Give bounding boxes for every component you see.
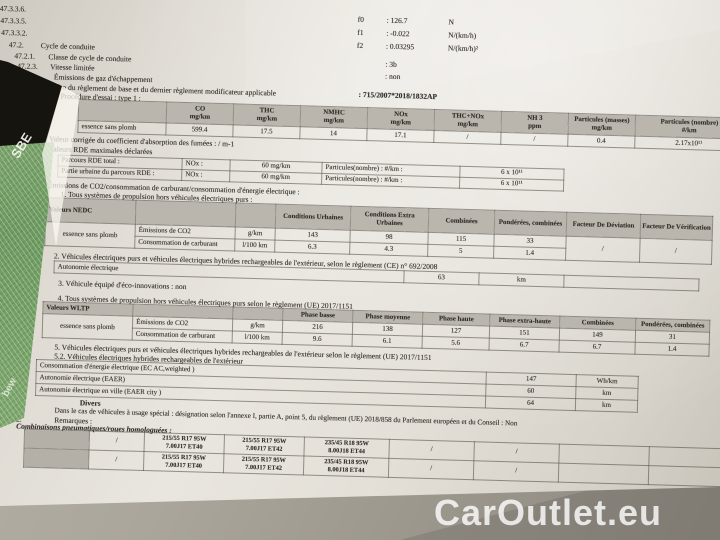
coeff-value: : -0.022 [386,28,410,39]
emissions-header: NH 3 ppm [501,111,569,135]
wltp-row-label: Consommation de carburant [132,328,233,343]
electric-consumption-table: Consommation d'énergie électrique (EC AC… [35,359,639,413]
rde-cell: 60 mg/km [229,170,322,185]
emissions-value: 599.4 [165,123,234,137]
tyre-cell: 215/55 R17 95W 7.00J17 ET42 [223,453,304,475]
ec-value: 64 [485,396,576,411]
tyre-cell: 215/55 R17 95W 7.00J17 ET40 [144,432,225,454]
autonomy-value: 63 [403,270,480,285]
tyre-cell [558,444,650,466]
tyres-table: / 215/55 R17 95W 7.00J17 ET40 215/55 R17 … [23,429,720,490]
tyre-cell: / [473,460,559,483]
emissions-header: NMHC mg/km [300,105,368,129]
wltp-value: 9.6 [282,332,353,347]
limited-speed-value: : non [384,71,401,82]
fuel-type-label: essence sans plomb [77,120,167,136]
item-number: 47.2. [8,40,24,50]
emissions-header-blank [78,99,167,124]
tyre-cell [558,463,649,485]
item-number: 47.3.3.6. [0,3,27,14]
fuel-type-label: essence sans plomb [42,313,133,341]
tyre-cell: / [88,449,145,471]
nedc-header-blank [135,200,236,227]
tyre-cell: / [89,431,145,452]
emissions-header: THC mg/km [233,103,301,127]
coeff-key: f1 [357,27,364,37]
item-label: Cycle de conduite [40,40,96,52]
emissions-value: 17.1 [366,128,435,143]
coeff-unit: N/(km/h)² [447,43,479,54]
wltp-value: 6.1 [352,334,423,349]
nedc-unit: l/100 km [234,238,275,253]
emissions-header: THC+NOx mg/km [434,109,502,133]
coeff-value: : 126.7 [386,15,408,26]
coeff-unit: N/(km/h) [448,30,477,41]
cycle-class-value: : 3b [385,59,398,69]
nedc-header: Facteur De Vérification [640,214,713,241]
emissions-header: CO mg/km [166,102,234,125]
item-number: 47.3.3.2. [1,27,28,38]
tyre-row-redacted-label [23,448,90,469]
nedc-unit: g/km [234,226,276,241]
emissions-value: 14 [299,126,368,141]
wltp-value: 5.6 [421,336,490,351]
nedc-value: 6.3 [274,240,350,255]
emissions-value: / [500,132,569,147]
nedc-header: Facteur De Déviation [566,212,641,239]
wltp-unit: l/100 km [232,330,283,345]
emissions-value: 0.4 [567,134,636,149]
tyre-cell: / [388,439,475,461]
tyre-cell: 235/45 R18 95W 8.00J18 ET44 [303,437,390,459]
rde-cell: Partie urbaine du parcours RDE : [57,166,182,181]
regulation-value: : 715/2007*2018/1832AP [358,89,438,102]
item-number: 47.2.1. [14,51,36,61]
tyre-row-redacted-label [24,429,90,450]
nedc-value: 5 [427,244,494,259]
ec-unit: km [575,398,638,413]
watermark: CarOutlet.eu [434,492,663,533]
autonomy-blank [563,275,700,291]
emissions-value: / [433,130,502,145]
emissions-value: 17.5 [232,124,301,139]
wltp-value: 6.7 [488,338,560,353]
coeff-key: f0 [357,14,365,24]
nedc-header: Combinées [428,208,495,235]
subsection-3: 3. Véhicule équipé d'éco-innovations : n… [58,278,187,292]
tyre-cell [648,465,720,490]
nedc-deviation-factor: / [565,236,641,263]
rde-cell: NOx : [181,169,230,182]
nedc-header: Conditions Extra Urbaines [350,206,429,233]
coeff-key: f2 [356,40,364,50]
emissions-value: 2.17x10¹¹ [634,136,720,152]
nedc-value: 1.4 [493,246,566,261]
emissions-header: Particules (masses) mg/km [568,113,636,137]
nedc-header-blank [235,202,276,229]
nedc-value: 4.3 [349,242,428,257]
coeff-value: : 0.03295 [385,41,415,52]
item-number: 47.3.3.5. [0,15,27,26]
nedc-header: Conditions Urbaines [275,204,351,231]
wltp-value: 6.7 [558,340,636,355]
nedc-row-label: Consommation de carburant [134,236,235,251]
coeff-unit: N [448,17,455,27]
tyre-cell: 215/55 R17 95W 7.00J17 ET40 [143,451,224,473]
nedc-verification-factor: / [639,238,713,265]
autonomy-unit: km [478,272,565,288]
tyre-cell: 215/55 R17 95W 7.00J17 ET42 [223,434,305,456]
tyre-cell: / [388,458,474,480]
nedc-header: Pondérées, combinées [494,210,567,237]
item-label: Vitesse limitée [50,62,95,73]
rde-cell: 6 x 10¹¹ [459,177,564,192]
wltp-value: 1.4 [634,342,710,357]
tyre-cell: 235/45 R18 95W 8.00J18 ET44 [303,455,389,478]
tyre-cell: / [473,441,560,464]
emissions-header: NOx mg/km [367,107,435,131]
